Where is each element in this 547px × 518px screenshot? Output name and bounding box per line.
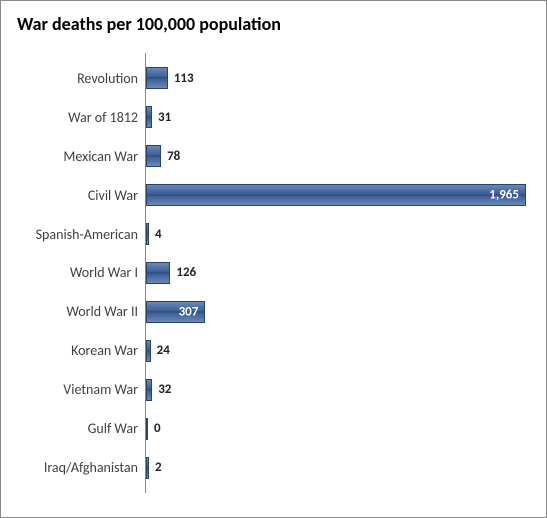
bar: 307 [146,301,205,323]
bar [146,67,168,89]
category-label: Gulf War [88,420,146,437]
bar [146,145,161,167]
bar [146,457,149,479]
bar-row: Civil War 1,965 [146,177,532,213]
bar: 1,965 [146,184,526,206]
bar-row: Vietnam War 32 [146,372,532,408]
bar-value-label: 126 [170,265,196,280]
category-label: World War II [66,303,146,320]
bar [146,223,149,245]
bar-row: Korean War 24 [146,333,532,369]
chart-title: War deaths per 100,000 population [17,13,532,35]
bar [146,262,170,284]
bar [146,379,152,401]
bar [146,106,152,128]
plot-area: Revolution 113 War of 1812 31 Mexican Wa… [145,53,532,493]
bar-value-label: 31 [152,110,171,125]
bar-row: Revolution 113 [146,60,532,96]
category-label: Revolution [77,70,146,87]
bar [146,418,148,440]
category-label: Civil War [88,187,146,204]
chart-container: War deaths per 100,000 population Revolu… [0,0,547,518]
category-label: Spanish-American [36,226,146,243]
bar-value-label: 32 [152,382,171,397]
category-label: Vietnam War [63,381,146,398]
bar-row: World War I 126 [146,255,532,291]
bar-row: Gulf War 0 [146,411,532,447]
bar-value-label: 0 [148,421,161,436]
bar-value-label: 2 [149,460,162,475]
bar-value-label: 1,965 [489,188,519,203]
bar-row: Iraq/Afghanistan 2 [146,450,532,486]
bar-value-label: 78 [161,149,180,164]
category-label: Korean War [71,342,146,359]
category-label: Mexican War [63,148,146,165]
category-label: War of 1812 [68,109,146,126]
bar-row: World War II 307 [146,294,532,330]
bar-value-label: 4 [149,227,162,242]
category-label: Iraq/Afghanistan [44,459,146,476]
bar-value-label: 307 [179,304,199,319]
bar-row: War of 1812 31 [146,99,532,135]
category-label: World War I [70,264,146,281]
bar [146,340,151,362]
bar-value-label: 113 [168,71,194,86]
bar-value-label: 24 [151,343,170,358]
bar-row: Spanish-American 4 [146,216,532,252]
bar-row: Mexican War 78 [146,138,532,174]
